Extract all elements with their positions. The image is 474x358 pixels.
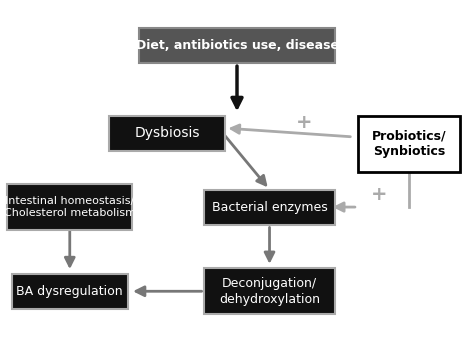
Text: Bacterial enzymes: Bacterial enzymes [212,200,328,214]
FancyBboxPatch shape [109,116,226,151]
FancyBboxPatch shape [204,268,335,314]
Text: Dysbiosis: Dysbiosis [135,126,200,140]
Text: +: + [370,185,387,204]
FancyBboxPatch shape [7,184,132,230]
Text: +: + [296,113,313,132]
Text: BA dysregulation: BA dysregulation [17,285,123,298]
FancyBboxPatch shape [204,189,335,224]
FancyBboxPatch shape [139,28,335,63]
Text: Diet, antibiotics use, disease: Diet, antibiotics use, disease [136,39,338,52]
Text: Intestinal homeostasis/
Cholesterol metabolism: Intestinal homeostasis/ Cholesterol meta… [4,196,136,218]
FancyBboxPatch shape [358,116,460,172]
Text: Deconjugation/
dehydroxylation: Deconjugation/ dehydroxylation [219,277,320,306]
FancyBboxPatch shape [12,274,128,309]
Text: Probiotics/
Synbiotics: Probiotics/ Synbiotics [372,129,446,159]
